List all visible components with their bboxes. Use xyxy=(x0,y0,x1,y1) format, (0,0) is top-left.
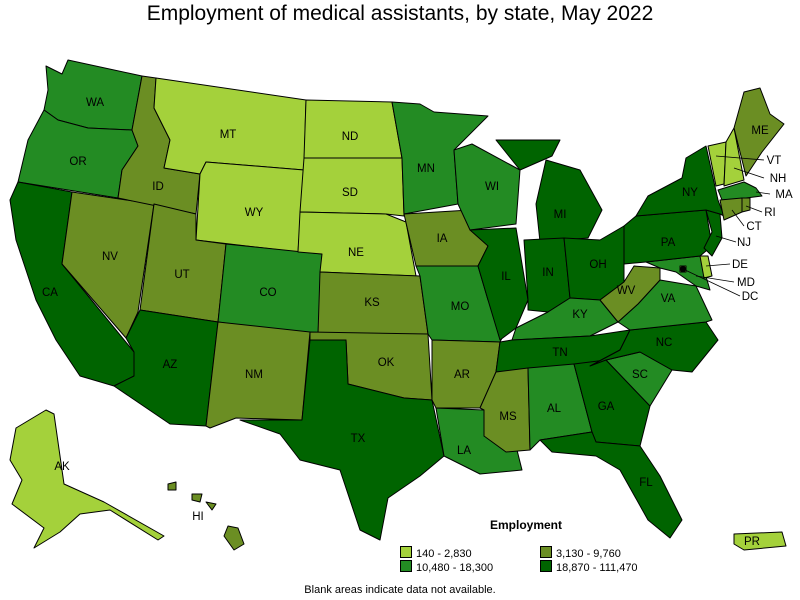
map-title: Employment of medical assistants, by sta… xyxy=(146,2,654,25)
label-ny: NY xyxy=(682,187,698,199)
label-hi: HI xyxy=(192,511,204,523)
label-nc: NC xyxy=(656,337,673,349)
state-nc[interactable] xyxy=(589,321,719,373)
label-pa: PA xyxy=(661,237,676,249)
legend-label-3: 10,480 - 18,300 xyxy=(416,562,494,574)
label-ut: UT xyxy=(174,269,189,281)
label-fl: FL xyxy=(639,477,653,489)
legend-item-2: 3,130 - 9,760 xyxy=(540,546,621,560)
state-sd[interactable] xyxy=(299,157,405,217)
label-wa: WA xyxy=(86,97,104,109)
label-ks: KS xyxy=(364,297,380,309)
footnote: Blank areas indicate data not available. xyxy=(304,584,496,596)
legend-item-4: 18,870 - 111,470 xyxy=(540,560,638,574)
legend-swatch-2 xyxy=(540,546,552,558)
legend-item-3: 10,480 - 18,300 xyxy=(400,560,493,574)
state-fl[interactable] xyxy=(539,431,683,539)
label-tx: TX xyxy=(351,433,366,445)
label-ms: MS xyxy=(499,411,517,423)
state-ri[interactable] xyxy=(741,197,751,213)
state-mt[interactable] xyxy=(153,77,307,175)
label-nd: ND xyxy=(342,131,359,143)
legend-label-1: 140 - 2,830 xyxy=(416,548,472,560)
label-mn: MN xyxy=(417,163,435,175)
label-ri: RI xyxy=(764,207,776,219)
label-dc: DC xyxy=(742,291,759,303)
label-or: OR xyxy=(69,156,86,168)
label-ak: AK xyxy=(54,461,70,473)
label-wi: WI xyxy=(485,181,499,193)
label-ca: CA xyxy=(42,287,58,299)
label-ok: OK xyxy=(378,357,395,369)
label-mi: MI xyxy=(554,209,567,221)
state-wi[interactable] xyxy=(453,143,521,231)
label-nm: NM xyxy=(245,369,263,381)
state-nh[interactable] xyxy=(723,127,745,187)
label-sc: SC xyxy=(632,369,648,381)
state-hi[interactable] xyxy=(167,481,245,551)
legend-swatch-1 xyxy=(400,546,412,558)
state-wa[interactable] xyxy=(43,59,143,131)
label-il: IL xyxy=(501,271,511,283)
state-ny[interactable] xyxy=(635,145,725,217)
state-me[interactable] xyxy=(733,87,785,177)
state-il[interactable] xyxy=(469,227,529,341)
label-wy: WY xyxy=(245,207,264,219)
label-mt: MT xyxy=(220,129,237,141)
label-md: MD xyxy=(737,277,755,289)
legend-label-2: 3,130 - 9,760 xyxy=(556,548,621,560)
legend-title: Employment xyxy=(490,518,563,532)
state-ak[interactable] xyxy=(9,409,165,549)
state-tx[interactable] xyxy=(239,339,445,541)
label-pr: PR xyxy=(744,536,760,548)
state-wv[interactable] xyxy=(599,265,661,323)
label-co: CO xyxy=(259,287,276,299)
state-ct[interactable] xyxy=(719,197,743,221)
label-me: ME xyxy=(751,125,769,137)
label-va: VA xyxy=(661,293,676,305)
label-wv: WV xyxy=(617,285,636,297)
legend-item-1: 140 - 2,830 xyxy=(400,546,472,560)
label-nh: NH xyxy=(770,173,787,185)
label-az: AZ xyxy=(163,359,178,371)
state-pr[interactable] xyxy=(733,531,787,551)
label-ga: GA xyxy=(598,401,615,413)
label-sd: SD xyxy=(342,187,358,199)
label-tn: TN xyxy=(552,347,567,359)
state-de[interactable] xyxy=(699,255,713,279)
label-ky: KY xyxy=(572,309,588,321)
label-la: LA xyxy=(457,445,471,457)
state-mi[interactable] xyxy=(495,139,603,243)
label-ia: IA xyxy=(437,233,448,245)
label-de: DE xyxy=(732,259,748,271)
label-mo: MO xyxy=(451,301,470,313)
label-ma: MA xyxy=(775,189,793,201)
label-ne: NE xyxy=(348,247,364,259)
legend-swatch-3 xyxy=(400,560,412,572)
label-ct: CT xyxy=(746,221,761,233)
label-nj: NJ xyxy=(737,237,751,249)
label-id: ID xyxy=(152,181,164,193)
label-al: AL xyxy=(547,403,562,415)
legend-swatch-4 xyxy=(540,560,552,572)
label-ar: AR xyxy=(454,369,470,381)
label-vt: VT xyxy=(767,155,782,167)
state-nd[interactable] xyxy=(303,99,403,159)
label-in: IN xyxy=(542,267,554,279)
legend-label-4: 18,870 - 111,470 xyxy=(556,562,638,574)
label-oh: OH xyxy=(589,259,606,271)
label-nv: NV xyxy=(102,251,118,263)
